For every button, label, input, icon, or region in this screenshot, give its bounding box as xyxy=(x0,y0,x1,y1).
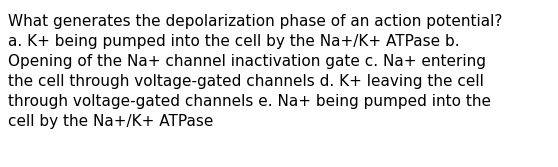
Text: What generates the depolarization phase of an action potential?
a. K+ being pump: What generates the depolarization phase … xyxy=(8,14,502,129)
